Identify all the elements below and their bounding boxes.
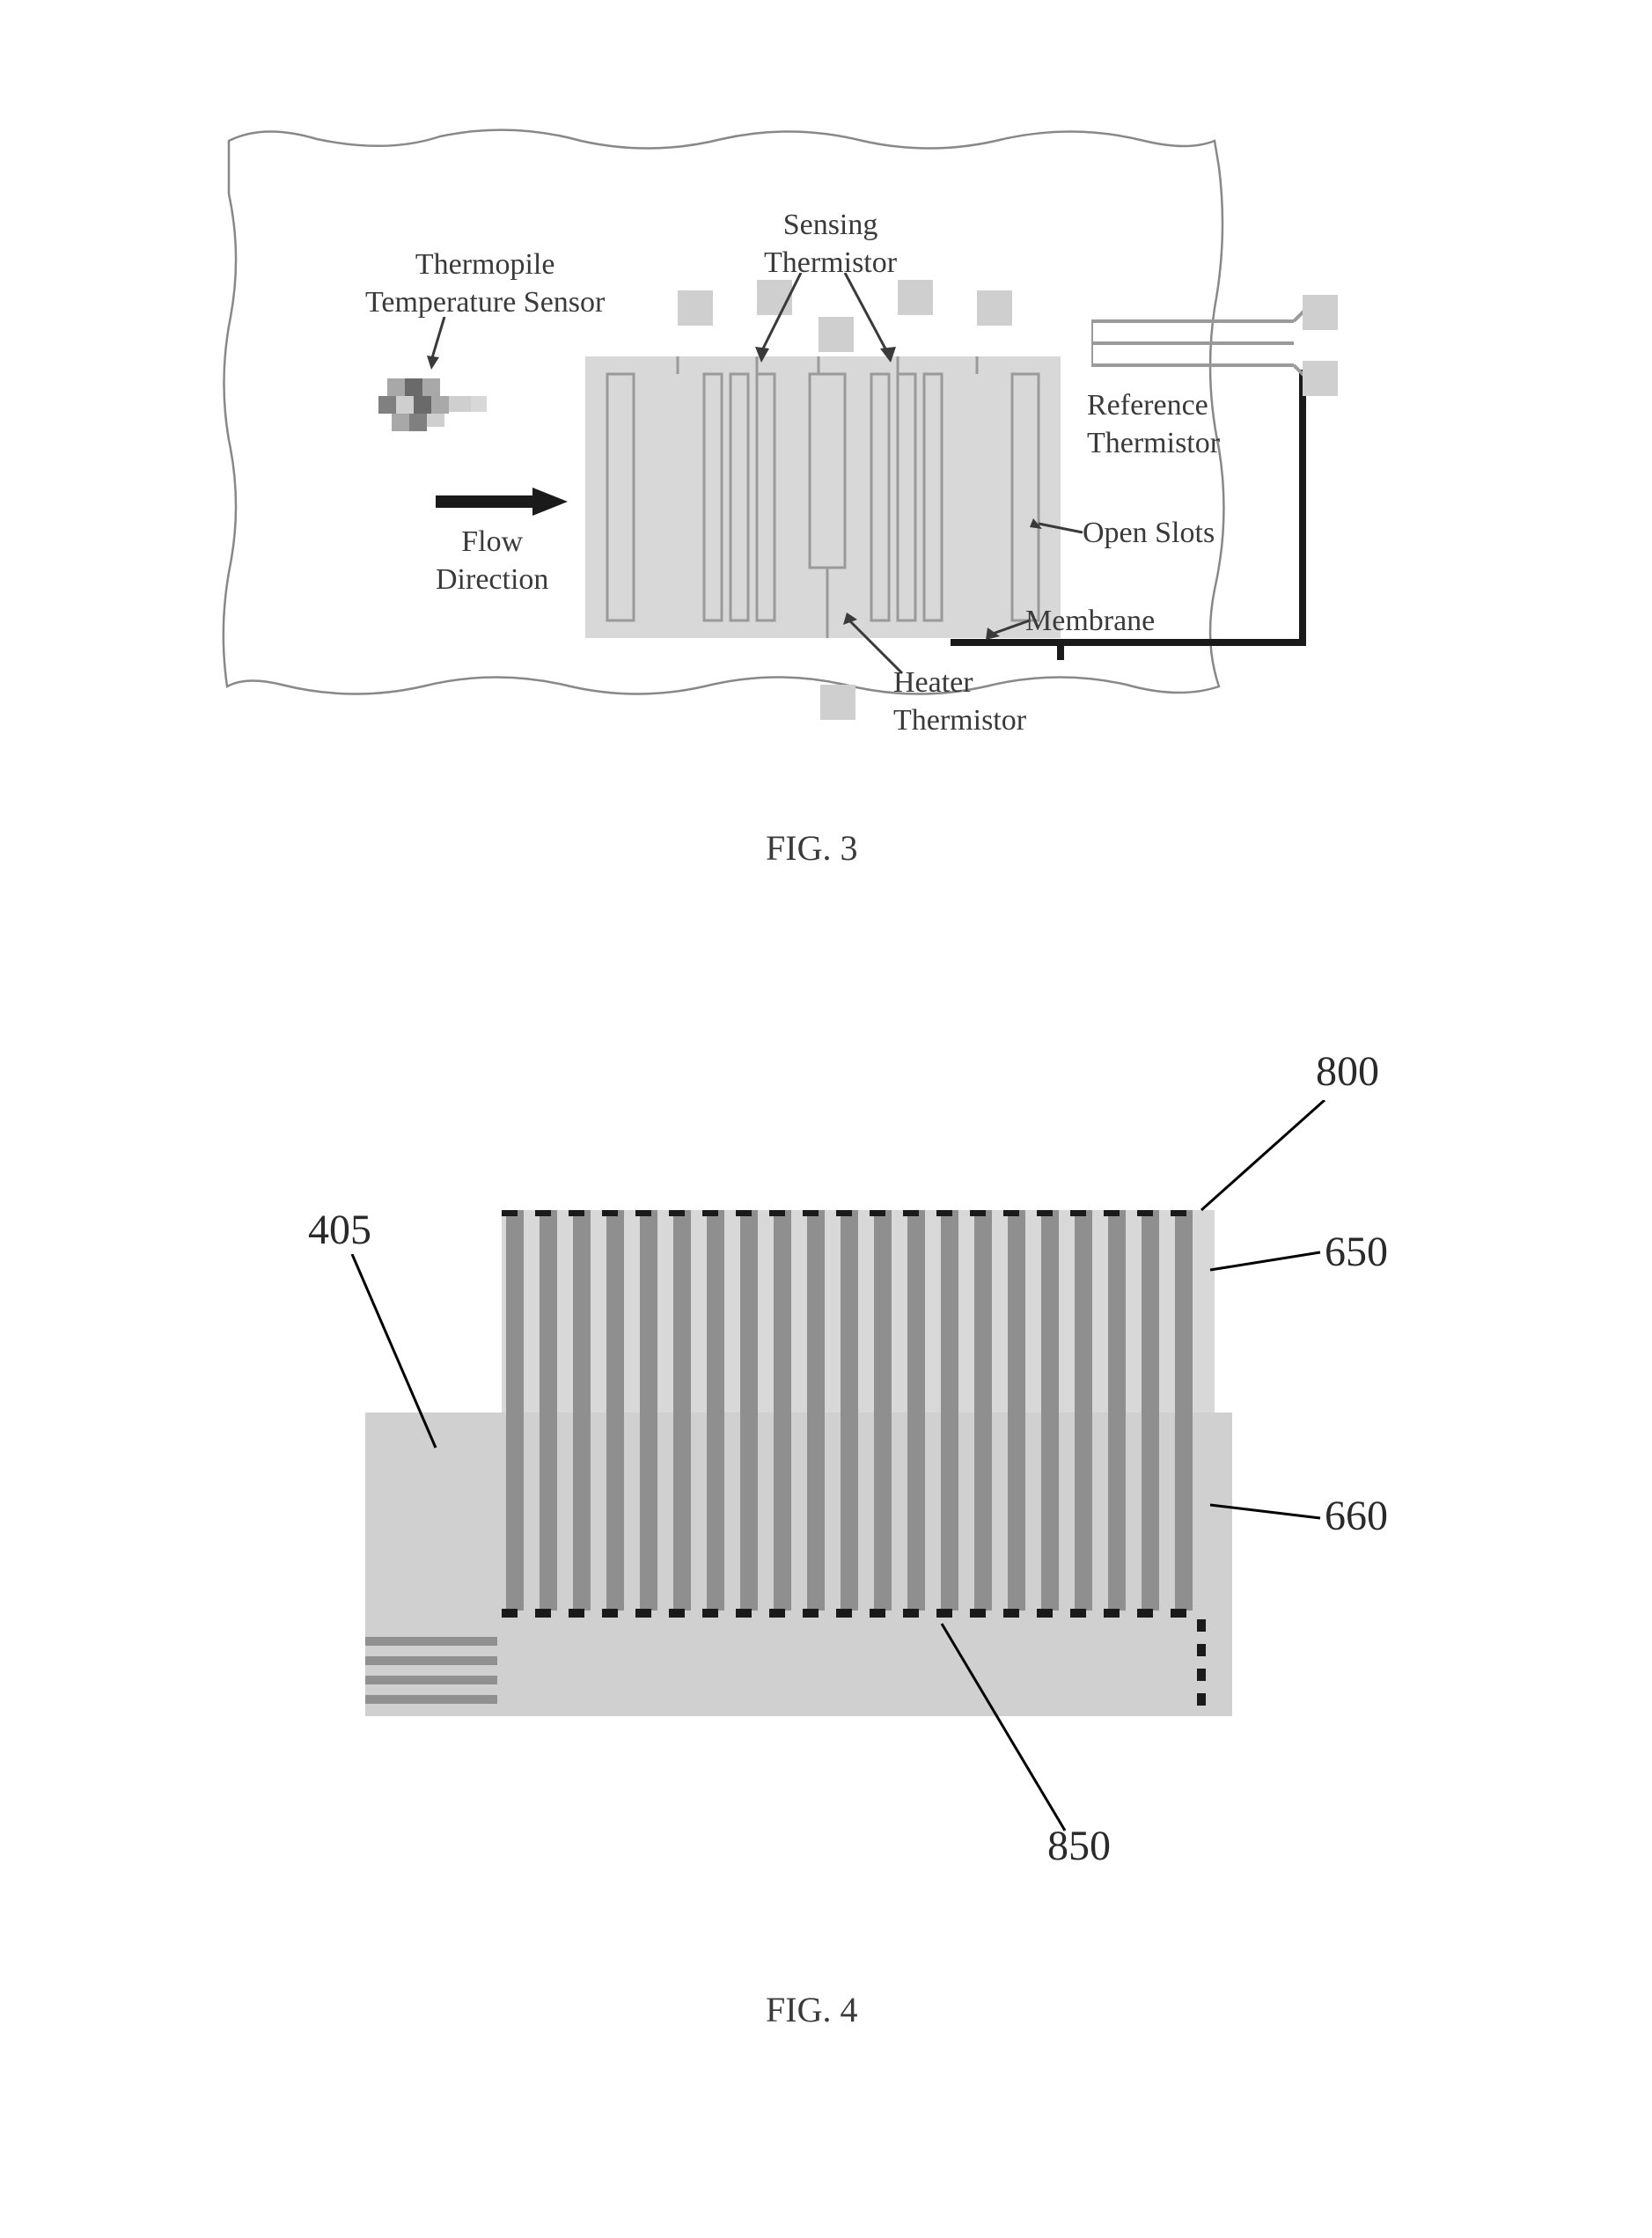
fig4-side-lines bbox=[365, 1633, 506, 1712]
fig4-caption: FIG. 4 bbox=[766, 1989, 857, 2030]
leader-405 bbox=[339, 1254, 480, 1465]
callout-800: 800 bbox=[1316, 1047, 1379, 1096]
callout-405: 405 bbox=[308, 1206, 371, 1254]
fig4-device bbox=[502, 1210, 1232, 1721]
leader-660 bbox=[1206, 1496, 1338, 1540]
page-container: Thermopile Temperature Sensor Sensing Th… bbox=[0, 0, 1652, 2238]
leader-650 bbox=[1206, 1245, 1338, 1289]
fig4-area: 800 650 660 405 850 bbox=[0, 0, 1652, 2238]
leader-850 bbox=[933, 1619, 1091, 1848]
